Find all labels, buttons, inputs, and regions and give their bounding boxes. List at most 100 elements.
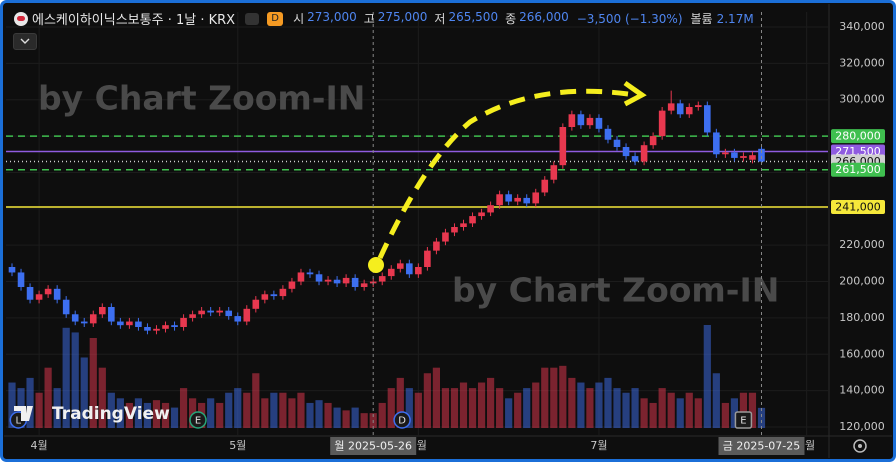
volume-bar	[496, 388, 504, 428]
y-tick-label: 300,000	[839, 93, 885, 106]
gear[interactable]	[853, 439, 867, 453]
volume-bar	[432, 367, 441, 428]
candle-body	[758, 148, 765, 162]
volume-bar	[351, 407, 359, 428]
candle-body	[135, 321, 142, 327]
candle-body	[279, 288, 287, 297]
volume-bar	[703, 325, 711, 428]
volume-bar	[604, 377, 612, 428]
volume-bar	[342, 410, 350, 428]
volume-bar	[234, 388, 242, 428]
price-label-bg	[831, 200, 885, 214]
candle-body	[622, 147, 630, 157]
volume-bar	[324, 402, 332, 428]
volume-bar	[170, 407, 179, 428]
ohlc-value: 275,000	[377, 10, 428, 24]
volume-bar	[405, 388, 413, 428]
candle-body	[297, 272, 305, 282]
y-tick-label: 220,000	[839, 238, 885, 251]
volume-bar	[577, 382, 585, 428]
event-label: L	[16, 416, 22, 427]
header: 에스케이하이닉스보통주 · 1날 · KRX D 시 273,000 고 275,00…	[14, 9, 758, 28]
symbol-title[interactable]: 에스케이하이닉스보통주 · 1날 · KRX	[32, 13, 236, 28]
volume-bar	[378, 402, 386, 428]
volume-bar	[279, 392, 287, 428]
volume-bar	[640, 398, 648, 428]
y-tick-label: 200,000	[839, 275, 885, 288]
chevron	[20, 38, 30, 44]
event-marker	[393, 411, 411, 429]
candle-body	[180, 317, 187, 327]
volume-bar	[423, 373, 431, 428]
price-label-bg	[831, 129, 885, 144]
volume-bar	[80, 357, 88, 428]
volume-bar	[468, 388, 477, 428]
volume-bar	[125, 402, 133, 428]
candle-body	[460, 223, 467, 227]
candle-body	[99, 307, 106, 315]
candle-body	[234, 316, 242, 322]
event-marker	[734, 411, 753, 429]
visibility-toggle[interactable]	[245, 12, 260, 25]
y-tick-label: 160,000	[839, 347, 885, 360]
candle-body	[442, 232, 449, 242]
candle-body	[342, 277, 350, 284]
badge: D	[267, 11, 284, 26]
candle-body	[360, 283, 368, 287]
volume-bar	[541, 367, 549, 428]
candle-layer	[8, 12, 765, 435]
candle-body	[568, 114, 576, 127]
candle-body	[261, 294, 269, 300]
logo-text: TradingView	[52, 404, 170, 424]
candle-body	[351, 277, 359, 287]
volume-bar	[225, 392, 233, 428]
volume-bar	[730, 398, 738, 428]
price-label-bg	[831, 162, 885, 177]
candle-body	[749, 155, 756, 160]
volume-bar	[306, 402, 314, 428]
candle-body	[306, 272, 314, 275]
candle-body	[514, 197, 521, 202]
candle-body	[496, 194, 503, 206]
crosshair-label: 월 2025-05-26	[334, 440, 412, 453]
candle-body	[324, 279, 332, 282]
candle-body	[198, 310, 205, 315]
candle-body	[415, 267, 422, 275]
ohlc: 시 273,000 고 275,000 저 265,500 종 266,000	[293, 10, 573, 27]
candle-body	[704, 105, 711, 133]
candle-body	[541, 179, 549, 193]
event-label: D	[398, 416, 406, 427]
y-tick-label: 120,000	[839, 420, 885, 433]
volume-bar	[595, 382, 603, 428]
candle-body	[117, 321, 124, 326]
candle-body	[694, 105, 702, 107]
volume-bar	[459, 382, 468, 428]
candle-body	[722, 152, 729, 155]
volume-bar	[739, 392, 748, 428]
candle-body	[451, 227, 458, 233]
volume-bar	[523, 388, 531, 428]
ohlc-label: 고	[363, 12, 375, 26]
collapse-button[interactable]	[13, 33, 37, 50]
candle-body	[658, 110, 666, 137]
volume-bar	[532, 382, 540, 428]
candle-body	[685, 107, 693, 115]
candle-body	[35, 294, 43, 300]
candle-body	[189, 314, 196, 318]
volume-bar	[486, 377, 495, 428]
candle-body	[604, 128, 612, 140]
candle-body	[378, 276, 386, 282]
volume-bar	[748, 392, 757, 428]
crosshair-label-bg	[330, 437, 417, 455]
candle-body	[577, 114, 585, 126]
watermark: by Chart Zoom-IN	[38, 79, 365, 118]
volume-bar	[721, 402, 729, 428]
candle-body	[17, 272, 25, 287]
settings-icon[interactable]	[853, 439, 867, 453]
volume-bar	[568, 377, 576, 428]
arrow-head	[623, 80, 647, 107]
candle-body	[44, 288, 52, 295]
candle-body	[225, 310, 233, 317]
y-tick-label: 340,000	[839, 20, 885, 33]
